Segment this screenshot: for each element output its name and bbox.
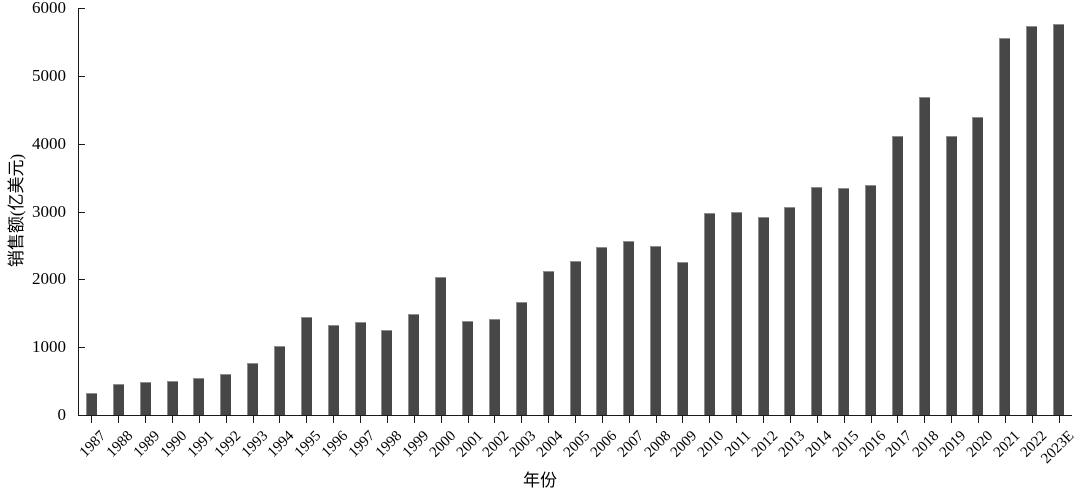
y-axis-tick bbox=[78, 143, 85, 145]
bar bbox=[569, 261, 581, 415]
y-axis-tick-label: 0 bbox=[57, 405, 67, 424]
y-axis-title: 销售额(亿美元) bbox=[2, 0, 28, 420]
x-axis-tick bbox=[924, 416, 926, 423]
x-axis-tick bbox=[1004, 416, 1006, 423]
x-axis-title: 年份 bbox=[523, 471, 557, 490]
bar bbox=[300, 317, 312, 415]
bar bbox=[381, 329, 393, 415]
x-axis-tick bbox=[333, 416, 335, 423]
x-axis-tick bbox=[467, 416, 469, 423]
y-axis-tick bbox=[78, 347, 85, 349]
bar bbox=[945, 135, 957, 415]
x-axis-tick bbox=[360, 416, 362, 423]
bar bbox=[918, 96, 930, 415]
bar bbox=[139, 381, 151, 415]
bar bbox=[354, 322, 366, 415]
x-axis-tick bbox=[736, 416, 738, 423]
y-axis-tick-label: 6000 bbox=[32, 0, 66, 17]
x-axis-tick bbox=[951, 416, 953, 423]
bar bbox=[999, 37, 1011, 415]
x-axis-tick bbox=[789, 416, 791, 423]
bar bbox=[865, 185, 876, 415]
x-axis-tick bbox=[225, 416, 227, 423]
bar bbox=[1026, 25, 1038, 415]
bar bbox=[623, 241, 635, 415]
x-axis-tick bbox=[655, 416, 657, 423]
bar bbox=[542, 270, 554, 415]
y-axis-tick bbox=[78, 415, 85, 416]
x-axis-tick bbox=[897, 416, 899, 423]
bar bbox=[85, 392, 97, 415]
bar bbox=[784, 207, 796, 415]
bar bbox=[220, 374, 232, 415]
x-axis-tick bbox=[709, 416, 711, 423]
bar bbox=[676, 261, 688, 415]
bar bbox=[273, 345, 285, 415]
x-axis-tick bbox=[145, 416, 147, 423]
x-axis-tick bbox=[413, 416, 415, 423]
bar bbox=[462, 320, 474, 415]
y-axis-tick-label: 3000 bbox=[32, 201, 66, 221]
x-axis-tick bbox=[440, 416, 442, 423]
x-axis-tick bbox=[91, 416, 93, 423]
bar bbox=[811, 187, 823, 415]
bar bbox=[650, 246, 662, 415]
bar bbox=[703, 212, 715, 415]
bar bbox=[730, 212, 742, 415]
x-axis-tick bbox=[870, 416, 872, 423]
y-axis-tick bbox=[78, 279, 85, 281]
x-axis-tick bbox=[548, 416, 550, 423]
plot-area bbox=[78, 8, 1072, 416]
x-axis-tick bbox=[977, 416, 979, 423]
x-axis-tick bbox=[682, 416, 684, 423]
x-axis-tick bbox=[386, 416, 388, 423]
bar bbox=[166, 380, 178, 415]
x-axis-tick bbox=[816, 416, 818, 423]
x-axis-tick bbox=[252, 416, 254, 423]
y-axis-tick bbox=[78, 211, 85, 213]
y-axis-tick bbox=[78, 75, 85, 77]
y-axis-title-text: 销售额(亿美元) bbox=[7, 153, 27, 267]
x-axis-tick bbox=[494, 416, 496, 423]
y-axis-tick bbox=[78, 8, 85, 9]
bar bbox=[327, 325, 339, 415]
bar bbox=[408, 313, 420, 415]
x-axis-tick bbox=[843, 416, 845, 423]
y-axis-tick-label: 1000 bbox=[32, 337, 66, 357]
x-axis-tick bbox=[628, 416, 630, 423]
y-axis-tick-label: 5000 bbox=[32, 65, 66, 85]
x-axis-tick bbox=[575, 416, 576, 423]
bar bbox=[1053, 24, 1065, 415]
y-axis-tick-label: 2000 bbox=[32, 269, 66, 289]
bar bbox=[435, 276, 447, 415]
x-axis-tick bbox=[763, 416, 765, 423]
x-axis-tick bbox=[521, 416, 523, 423]
x-axis-tick bbox=[198, 416, 200, 423]
x-axis-tick bbox=[306, 416, 308, 423]
x-axis-tick bbox=[1031, 416, 1033, 423]
bar bbox=[247, 362, 259, 415]
bar bbox=[757, 216, 769, 415]
bar bbox=[488, 319, 500, 415]
x-axis-tick bbox=[1058, 416, 1060, 423]
y-axis-tick-label: 4000 bbox=[32, 133, 66, 153]
x-axis-line bbox=[78, 415, 1072, 416]
bar bbox=[515, 302, 527, 415]
bar bbox=[891, 135, 903, 415]
x-axis-tick bbox=[118, 416, 120, 423]
bar bbox=[596, 246, 608, 415]
bar bbox=[838, 187, 850, 415]
x-axis-tick bbox=[172, 416, 174, 423]
bar bbox=[972, 116, 984, 415]
bar bbox=[193, 377, 205, 415]
bar bbox=[112, 384, 124, 415]
x-axis-tick bbox=[279, 416, 281, 423]
x-axis-tick bbox=[601, 416, 603, 423]
